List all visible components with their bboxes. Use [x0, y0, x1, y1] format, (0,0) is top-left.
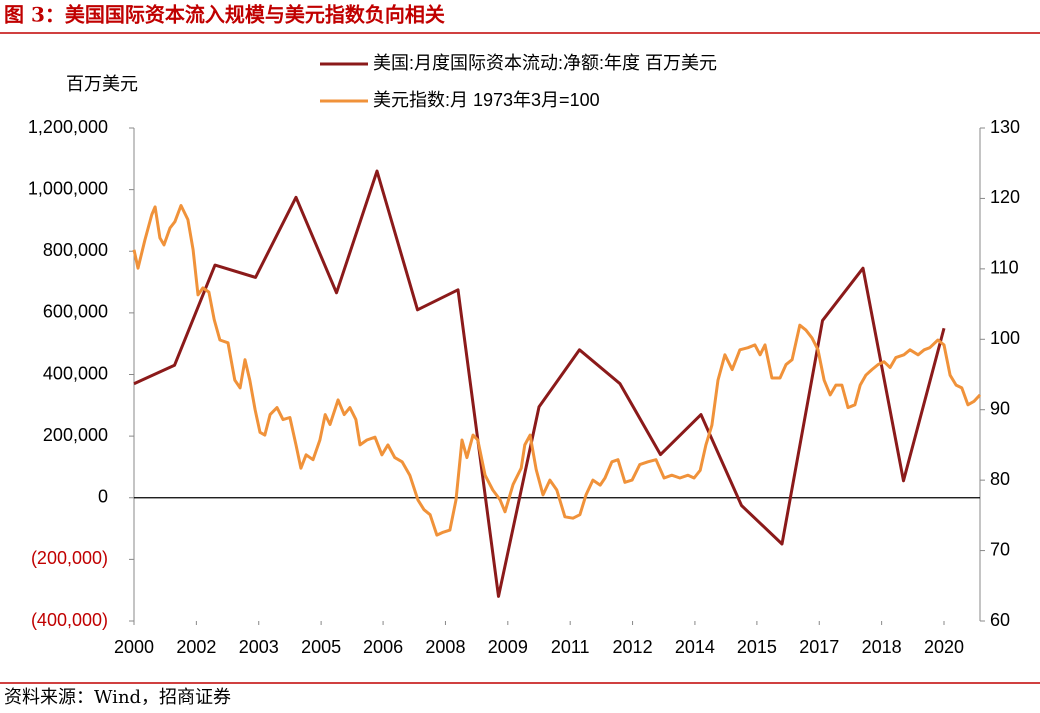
y2-tick-label: 90 [990, 398, 1010, 418]
y-tick-label: (400,000) [31, 610, 108, 630]
x-tick-label: 2014 [675, 637, 715, 657]
x-tick-label: 2011 [551, 637, 590, 657]
y2-tick-label: 80 [990, 469, 1010, 489]
series-line [133, 169, 946, 598]
legend-label: 美元指数:月 1973年3月=100 [373, 90, 600, 110]
y-unit-label: 百万美元 [66, 74, 138, 94]
series-line [132, 204, 982, 537]
y2-tick-label: 100 [990, 328, 1020, 348]
chart-title: 图 3：美国国际资本流入规模与美元指数负向相关 [4, 3, 445, 27]
y-tick-label: 800,000 [43, 240, 108, 260]
y-tick-label: (200,000) [31, 548, 108, 568]
y-tick-label: 400,000 [43, 363, 108, 383]
x-tick-label: 2000 [114, 637, 154, 657]
x-tick-label: 2017 [799, 637, 839, 657]
y-tick-label: 600,000 [43, 302, 108, 322]
y2-tick-label: 60 [990, 610, 1010, 630]
y-tick-label: 1,200,000 [28, 117, 108, 137]
y-tick-label: 0 [98, 487, 108, 507]
y2-tick-label: 70 [990, 539, 1010, 559]
x-tick-label: 2020 [924, 637, 964, 657]
legend-label: 美国:月度国际资本流动:净额:年度 百万美元 [373, 53, 717, 73]
x-tick-label: 2002 [176, 637, 216, 657]
y-tick-label: 1,000,000 [28, 178, 108, 198]
y2-tick-label: 110 [990, 258, 1019, 278]
x-tick-label: 2005 [301, 637, 341, 657]
x-tick-label: 2008 [425, 637, 465, 657]
x-tick-label: 2018 [862, 637, 902, 657]
y-tick-label: 200,000 [43, 425, 108, 445]
x-tick-label: 2006 [363, 637, 403, 657]
x-tick-label: 2003 [239, 637, 279, 657]
x-tick-label: 2009 [488, 637, 528, 657]
source: 资料来源：Wind，招商证券 [4, 687, 231, 708]
x-tick-label: 2015 [737, 637, 777, 657]
x-tick-label: 2012 [613, 637, 653, 657]
y2-tick-label: 120 [990, 187, 1020, 207]
y2-tick-label: 130 [990, 117, 1020, 137]
